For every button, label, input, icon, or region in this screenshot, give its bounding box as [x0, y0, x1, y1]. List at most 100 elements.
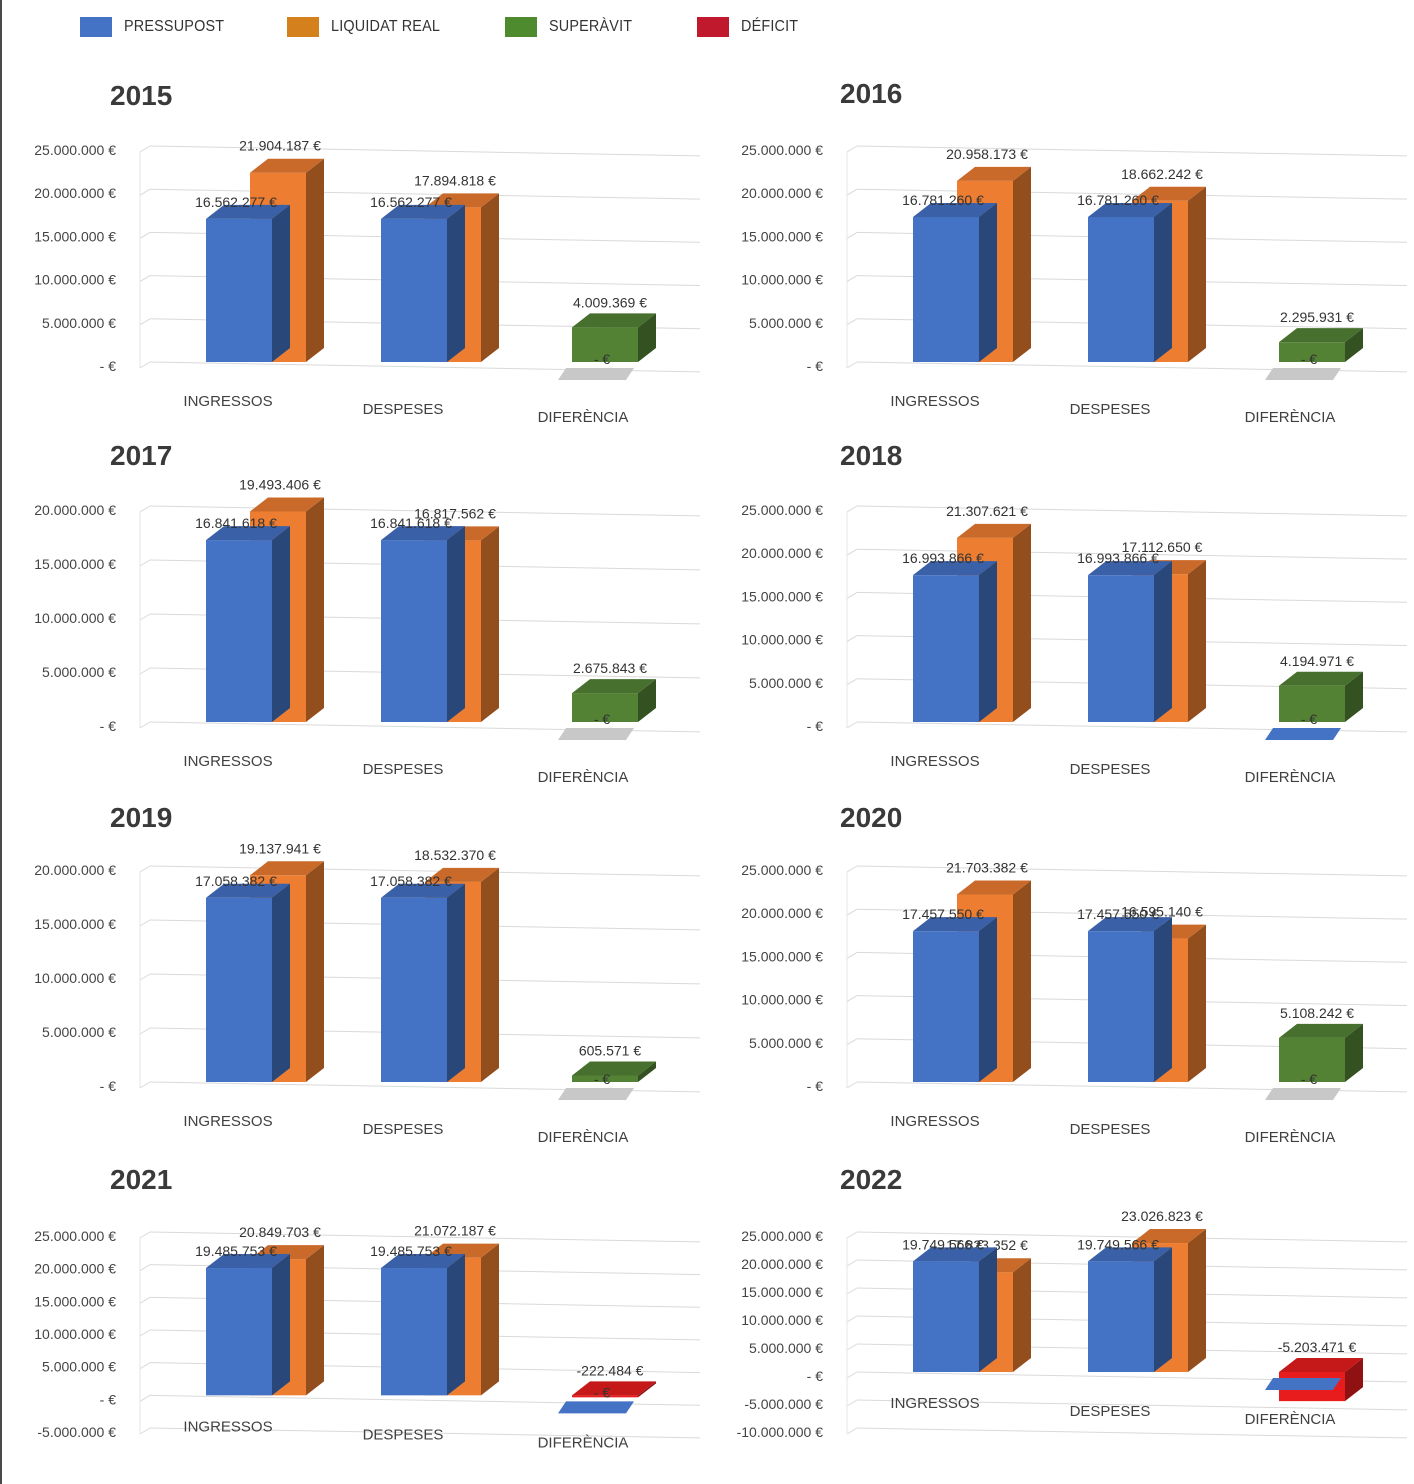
axis-wall-line	[846, 1231, 858, 1239]
axis-wall-line	[139, 919, 151, 927]
bar-top	[913, 1247, 997, 1262]
chart-panel-2015: 2015 - € 5.000.000 € 10.000.000 € 15.000.00…	[0, 70, 707, 430]
bar-value-label: - €	[594, 351, 611, 367]
bar-top	[1132, 186, 1206, 201]
bar-value-label: 20.958.173 €	[946, 146, 1028, 162]
grid-line	[856, 1399, 1408, 1411]
y-tick-label: 5.000.000 €	[42, 664, 116, 680]
bar-value-label: 16.841.618 €	[370, 515, 452, 531]
bar-front	[206, 897, 272, 1082]
y-tick-label: 10.000.000 €	[741, 632, 823, 648]
x-category-label: DIFERÈNCIA	[538, 769, 629, 786]
bar-side	[1013, 166, 1031, 362]
bar-side	[638, 1061, 656, 1082]
axis-wall-line	[846, 188, 858, 196]
y-tick-label: 15.000.000 €	[741, 228, 823, 244]
bar-value-label: 21.904.187 €	[239, 138, 321, 154]
chart-panel-2018: 2018 - € 5.000.000 € 10.000.000 € 15.000.00…	[707, 430, 1414, 790]
y-tick-label: 15.000.000 €	[34, 1293, 116, 1309]
bar-side	[1345, 1023, 1363, 1082]
y-tick-label: 15.000.000 €	[34, 228, 116, 244]
bar-front	[381, 540, 447, 722]
y-tick-label: 10.000.000 €	[34, 970, 116, 986]
bar-side	[979, 561, 997, 722]
bar-front	[913, 1261, 979, 1372]
grid-line	[149, 145, 701, 157]
bar-side	[272, 526, 290, 722]
grid-line	[149, 1427, 701, 1439]
bar-diferencia	[572, 313, 656, 362]
bar-chart-2021: -5.000.000 € - € 5.000.000 € 10.000.000 € 15…	[34, 1223, 701, 1451]
axis-wall-line	[139, 188, 151, 196]
legend-label: PRESSUPOST	[124, 18, 225, 35]
bar-side	[979, 203, 997, 362]
axis-wall-line	[139, 1027, 151, 1035]
x-category-label: DIFERÈNCIA	[1245, 1411, 1336, 1428]
y-tick-label: 5.000.000 €	[749, 675, 823, 691]
axis-wall-line	[139, 231, 151, 239]
bar-pressupost-zero	[1265, 1378, 1341, 1390]
axis-wall-line	[846, 361, 858, 369]
bar-top	[206, 204, 290, 219]
bar-value-label: 21.307.621 €	[946, 503, 1028, 519]
bar-value-label: 16.841.618 €	[195, 515, 277, 531]
bar-value-label: 19.749.566 €	[902, 1236, 984, 1252]
legend-label: LIQUIDAT REAL	[331, 18, 441, 35]
bar-top	[381, 204, 465, 219]
bar-top	[957, 880, 1031, 895]
bar-side	[481, 1243, 499, 1396]
bar-side	[1013, 880, 1031, 1082]
bar-value-label: 5.108.242 €	[1280, 1005, 1354, 1021]
chart-title: 2022	[840, 1164, 903, 1195]
bar-top	[381, 1254, 465, 1269]
bar-value-label: 17.894.818 €	[414, 172, 496, 188]
bar-front	[1088, 575, 1154, 722]
y-tick-label: 25.000.000 €	[741, 142, 823, 158]
axis-wall-line	[846, 591, 858, 599]
bar-diferencia	[572, 1381, 656, 1398]
axis-wall-line	[846, 721, 858, 729]
bar-side	[306, 497, 324, 722]
bar-side	[447, 1254, 465, 1396]
bar-side	[638, 679, 656, 722]
bar-side	[979, 1247, 997, 1372]
legend-item-deficit: DÉFICIT	[697, 17, 805, 37]
bar-pressupost-zero	[558, 1401, 634, 1414]
legend-label: SUPERÀVIT	[548, 18, 632, 35]
x-category-label: DIFERÈNCIA	[1245, 409, 1336, 426]
legend: PRESSUPOST LIQUIDAT REAL SUPERÀVIT DÉFIC…	[80, 12, 857, 42]
bar-side	[1013, 523, 1031, 722]
page-left-border	[0, 0, 2, 1484]
legend-swatch-superavit	[504, 17, 537, 37]
bar-value-label: 2.675.843 €	[573, 660, 647, 676]
axis-wall-line	[846, 1038, 858, 1046]
bar-front	[381, 1268, 447, 1396]
x-category-label: DIFERÈNCIA	[1245, 769, 1336, 786]
bar-side	[638, 313, 656, 362]
bar-front	[913, 217, 979, 362]
bar-value-label: 16.993.866 €	[1077, 550, 1159, 566]
bar-front	[913, 931, 979, 1082]
bar-top	[381, 526, 465, 541]
bar-chart-2020: - € 5.000.000 € 10.000.000 € 15.000.000 € 20…	[741, 859, 1408, 1146]
grid-line	[856, 1427, 1408, 1439]
y-tick-label: - €	[807, 1368, 824, 1384]
bar-value-label: -5.203.471 €	[1278, 1339, 1357, 1355]
bar-top	[572, 1381, 656, 1396]
bar-top	[957, 166, 1031, 181]
bar-pressupost	[206, 1254, 290, 1396]
bar-pressupost	[206, 526, 290, 722]
bar-side	[979, 917, 997, 1082]
axis-wall-line	[139, 1296, 151, 1304]
y-tick-label: 20.000.000 €	[741, 545, 823, 561]
bar-front	[572, 1395, 638, 1398]
bar-front	[1279, 1037, 1345, 1082]
x-category-label: DESPESES	[1070, 1403, 1151, 1420]
bar-value-label: - €	[1301, 351, 1318, 367]
bar-top	[913, 561, 997, 576]
bar-top	[250, 497, 324, 512]
y-tick-label: 10.000.000 €	[741, 992, 823, 1008]
bar-value-label: 17.058.382 €	[370, 873, 452, 889]
x-category-label: DIFERÈNCIA	[538, 409, 629, 426]
axis-wall-line	[139, 973, 151, 981]
